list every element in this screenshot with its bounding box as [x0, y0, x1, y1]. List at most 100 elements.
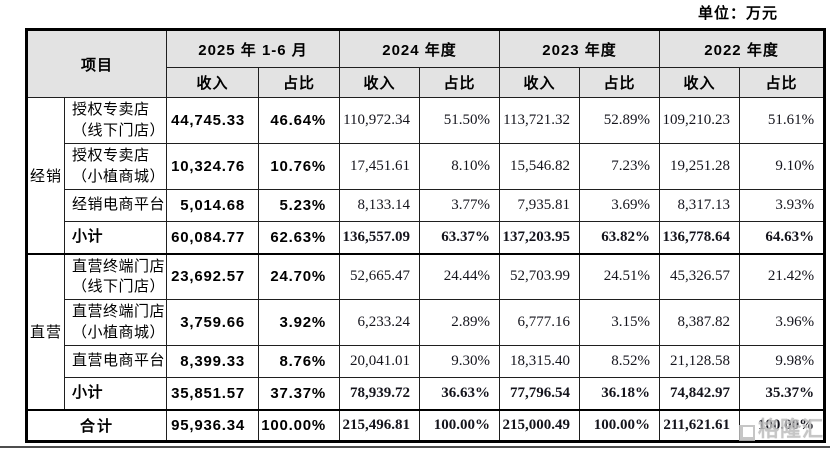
- bottom-divider: [0, 446, 830, 448]
- revenue-cell: 110,972.34: [339, 97, 421, 144]
- header-row-periods: 项目 2025 年 1-6 月 2024 年度 2023 年度 2022 年度: [25, 29, 826, 98]
- share-cell: 35.37%: [739, 377, 826, 410]
- table-row: 直营 直营终端门店 （线下门店） 23,692.57 24.70% 52,665…: [26, 253, 826, 410]
- col-header-period-2023: 2023 年度: [499, 29, 661, 68]
- subtotal-row: 小计 35,851.57 37.37% 78,939.72 36.63% 77,…: [27, 377, 826, 410]
- share-cell: 24.70%: [258, 253, 341, 300]
- col-header-income: 收入: [339, 67, 421, 98]
- revenue-cell: 3,759.66: [166, 299, 260, 346]
- revenue-cell: 21,128.58: [659, 345, 741, 378]
- revenue-cell: 8,133.14: [339, 189, 421, 222]
- row-label: 直营电商平台: [63, 345, 168, 378]
- row-label: 直营终端门店 （线下门店）: [63, 253, 168, 300]
- revenue-cell: 18,315.40: [499, 345, 581, 378]
- col-header-share: 占比: [739, 67, 826, 98]
- total-row: 合计 95,936.34 100.00% 215,496.81 100.00% …: [25, 409, 826, 442]
- watermark-gelonghui: 格隆汇: [739, 413, 824, 443]
- share-cell: 3.77%: [419, 189, 501, 222]
- row-label: 授权专卖店 （小植商城）: [63, 143, 168, 190]
- revenue-cell: 8,317.13: [659, 189, 741, 222]
- row-label: 小计: [63, 377, 168, 410]
- revenue-cell: 44,745.33: [166, 97, 260, 144]
- share-cell: 8.10%: [419, 143, 501, 190]
- revenue-cell: 77,796.54: [499, 377, 581, 410]
- table-row: 直营终端门店 （小植商城） 3,759.66 3.92% 6,233.24 2.…: [27, 299, 826, 346]
- share-cell: 8.52%: [579, 345, 661, 378]
- revenue-cell: 6,777.16: [499, 299, 581, 346]
- share-cell: 63.37%: [419, 221, 501, 254]
- col-header-income: 收入: [166, 67, 260, 98]
- share-cell: 3.69%: [579, 189, 661, 222]
- revenue-cell: 78,939.72: [339, 377, 421, 410]
- revenue-cell: 113,721.32: [499, 97, 581, 144]
- revenue-cell: 45,326.57: [659, 253, 741, 300]
- revenue-cell: 23,692.57: [166, 253, 260, 300]
- share-cell: 36.18%: [579, 377, 661, 410]
- col-header-item: 项目: [25, 29, 168, 98]
- row-label: 小计: [63, 221, 168, 254]
- watermark-text: 格隆汇: [758, 418, 824, 441]
- revenue-cell: 10,324.76: [166, 143, 260, 190]
- total-label: 合计: [25, 409, 168, 442]
- col-header-period-2022: 2022 年度: [659, 29, 826, 68]
- col-header-income: 收入: [499, 67, 581, 98]
- share-cell: 52.89%: [579, 97, 661, 144]
- unit-label: 单位：万元: [697, 5, 778, 22]
- share-cell: 7.23%: [579, 143, 661, 190]
- share-cell: 37.37%: [258, 377, 341, 410]
- share-cell: 62.63%: [258, 221, 341, 254]
- revenue-cell: 52,703.99: [499, 253, 581, 300]
- revenue-cell: 6,233.24: [339, 299, 421, 346]
- share-cell: 3.96%: [739, 299, 826, 346]
- col-header-share: 占比: [258, 67, 341, 98]
- revenue-cell: 15,546.82: [499, 143, 581, 190]
- revenue-cell: 215,496.81: [339, 409, 421, 442]
- row-label: 经销电商平台: [63, 189, 168, 222]
- row-label: 授权专卖店 （线下门店）: [63, 97, 168, 144]
- col-header-period-2024: 2024 年度: [339, 29, 501, 68]
- share-cell: 46.64%: [258, 97, 341, 144]
- share-cell: 64.63%: [739, 221, 826, 254]
- revenue-cell: 5,014.68: [166, 189, 260, 222]
- col-header-period-2025: 2025 年 1-6 月: [166, 29, 341, 68]
- share-cell: 100.00%: [258, 409, 341, 442]
- col-header-income: 收入: [659, 67, 741, 98]
- table-row: 经销 授权专卖店 （线下门店） 44,745.33 46.64% 110,972…: [26, 97, 826, 254]
- table-row: 经销电商平台 5,014.68 5.23% 8,133.14 3.77% 7,9…: [27, 189, 826, 222]
- revenue-breakdown-table: 项目 2025 年 1-6 月 2024 年度 2023 年度 2022 年度 …: [25, 28, 827, 443]
- share-cell: 10.76%: [258, 143, 341, 190]
- share-cell: 24.51%: [579, 253, 661, 300]
- revenue-cell: 17,451.61: [339, 143, 421, 190]
- table-row: 授权专卖店 （小植商城） 10,324.76 10.76% 17,451.61 …: [27, 143, 826, 190]
- share-cell: 9.30%: [419, 345, 501, 378]
- revenue-cell: 74,842.97: [659, 377, 741, 410]
- header-row-subcolumns: 收入 占比 收入 占比 收入 占比 收入 占比: [27, 67, 826, 98]
- row-label: 直营终端门店 （小植商城）: [63, 299, 168, 346]
- revenue-cell: 7,935.81: [499, 189, 581, 222]
- share-cell: 2.89%: [419, 299, 501, 346]
- subtotal-row: 小计 60,084.77 62.63% 136,557.09 63.37% 13…: [27, 221, 826, 254]
- gelonghui-logo-icon: [739, 425, 755, 441]
- col-header-share: 占比: [419, 67, 501, 98]
- revenue-cell: 109,210.23: [659, 97, 741, 144]
- revenue-cell: 20,041.01: [339, 345, 421, 378]
- revenue-cell: 215,000.49: [499, 409, 581, 442]
- revenue-cell: 52,665.47: [339, 253, 421, 300]
- share-cell: 100.00%: [419, 409, 501, 442]
- table-header: 项目 2025 年 1-6 月 2024 年度 2023 年度 2022 年度 …: [25, 29, 826, 98]
- share-cell: 5.23%: [258, 189, 341, 222]
- share-cell: 3.92%: [258, 299, 341, 346]
- group-label-direct: 直营: [26, 253, 65, 410]
- share-cell: 36.63%: [419, 377, 501, 410]
- share-cell: 51.50%: [419, 97, 501, 144]
- revenue-cell: 136,778.64: [659, 221, 741, 254]
- table-row: 直营电商平台 8,399.33 8.76% 20,041.01 9.30% 18…: [27, 345, 826, 378]
- share-cell: 9.98%: [739, 345, 826, 378]
- share-cell: 100.00%: [579, 409, 661, 442]
- revenue-cell: 136,557.09: [339, 221, 421, 254]
- share-cell: 8.76%: [258, 345, 341, 378]
- revenue-cell: 8,399.33: [166, 345, 260, 378]
- share-cell: 3.15%: [579, 299, 661, 346]
- share-cell: 51.61%: [739, 97, 826, 144]
- revenue-cell: 211,621.61: [659, 409, 741, 442]
